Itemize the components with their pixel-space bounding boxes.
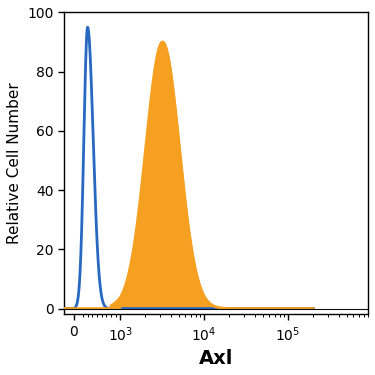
X-axis label: Axl: Axl bbox=[199, 349, 233, 368]
Y-axis label: Relative Cell Number: Relative Cell Number bbox=[7, 82, 22, 245]
